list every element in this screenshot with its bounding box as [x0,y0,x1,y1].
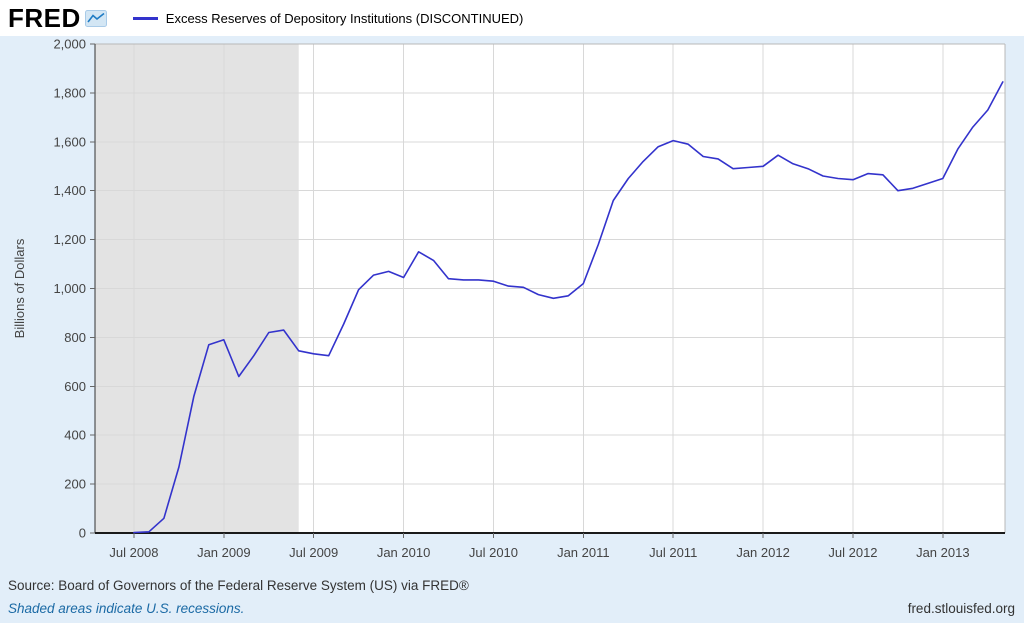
source-text: Source: Board of Governors of the Federa… [8,578,469,593]
y-tick-label: 1,200 [53,232,86,247]
y-tick-label: 0 [79,526,86,541]
y-tick-label: 1,400 [53,183,86,198]
fred-logo-text: FRED [8,3,81,33]
y-tick-label: 800 [64,330,86,345]
chart-plot[interactable]: 0 200 400 600 800 1,000 1,200 1,400 1,600 1,800 2,… [0,36,1024,566]
x-tick-label: Jul 2012 [828,545,877,560]
y-tick-label: 400 [64,428,86,443]
x-tick-label: Jul 2010 [469,545,518,560]
series-swatch [132,16,158,20]
x-tick-label: Jul 2008 [109,545,158,560]
recession-note-link[interactable]: Shaded areas indicate U.S. recessions. [8,601,245,616]
x-tick-label: Jan 2012 [736,545,790,560]
series-line [133,81,1004,534]
x-tick-label: Jan 2013 [916,545,970,560]
y-tick-label: 600 [64,379,86,394]
chart-header: FRED Excess Reserves of Depository Insti… [0,0,1024,36]
x-tick-label: Jan 2010 [377,545,431,560]
x-tick-label: Jan 2011 [557,545,610,560]
fred-site-link[interactable]: fred.stlouisfed.org [907,601,1015,616]
y-tick-label: 2,000 [53,37,86,52]
x-tick-label: Jan 2009 [197,545,251,560]
x-tick-label: Jul 2011 [649,545,697,560]
y-tick-label: 1,800 [53,85,86,100]
fred-logo[interactable]: FRED [8,5,107,31]
series-title: Excess Reserves of Depository Institutio… [165,10,524,26]
fred-sparkline-icon [84,9,107,27]
footer-links: Shaded areas indicate U.S. recessions. f… [8,601,1015,616]
y-axis-title: Billions of Dollars [12,238,27,338]
y-tick-label: 1,600 [53,134,86,149]
y-tick-label: 200 [64,477,86,492]
y-tick-label: 1,000 [53,281,86,296]
x-tick-label: Jul 2009 [289,545,338,560]
chart-legend: Excess Reserves of Depository Institutio… [132,10,524,26]
